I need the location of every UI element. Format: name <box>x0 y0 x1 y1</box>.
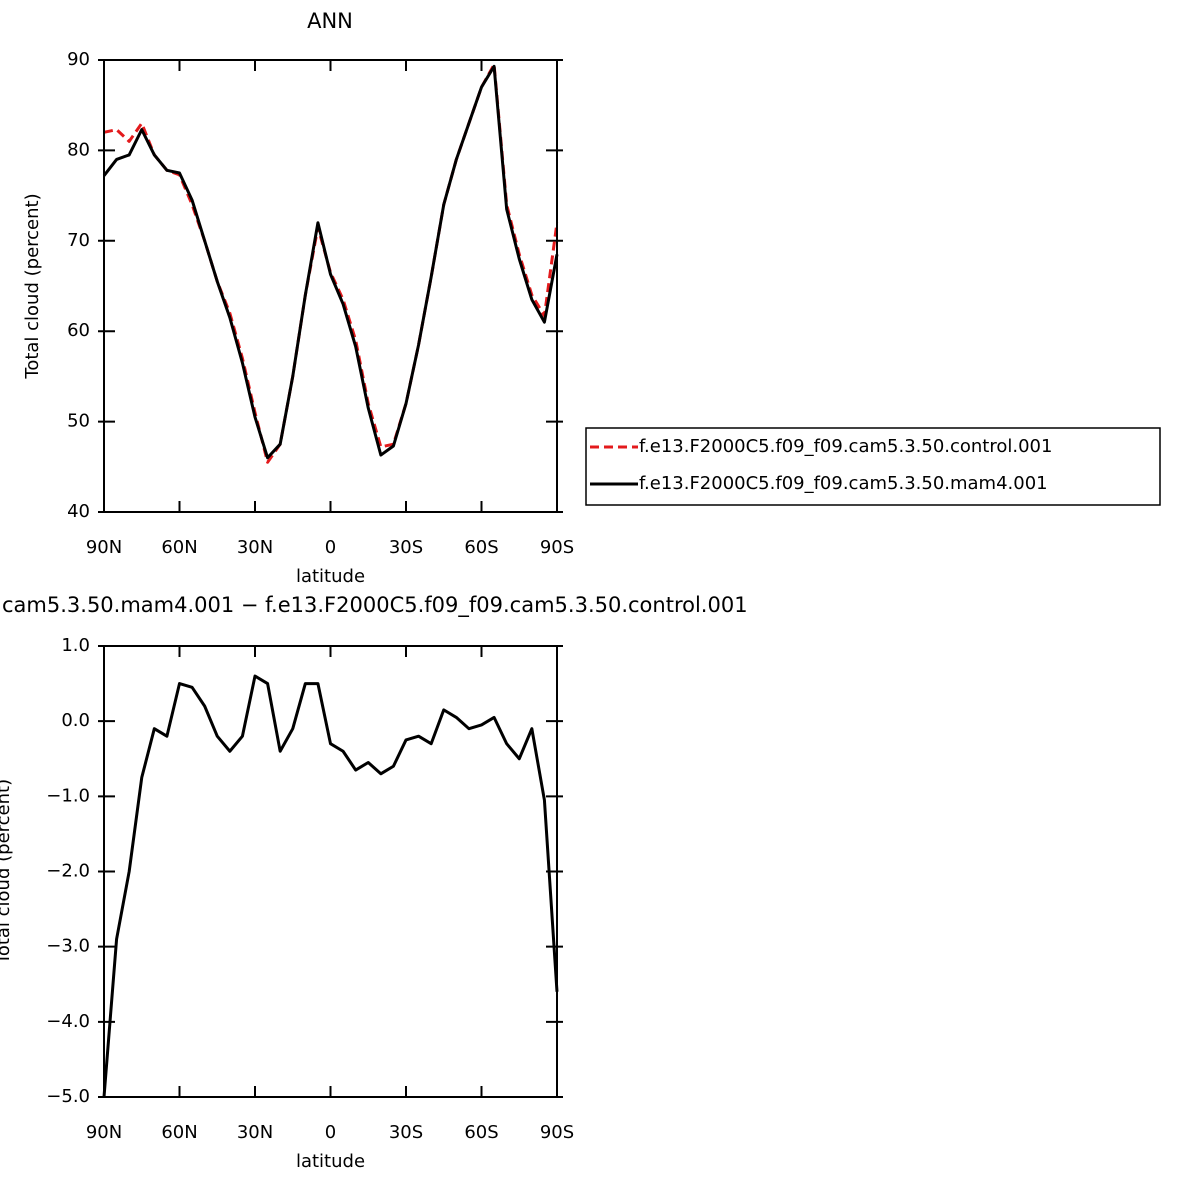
y-tick-label: 90 <box>67 49 90 70</box>
y-tick-label: −3.0 <box>46 936 90 957</box>
plot-frame <box>103 59 558 513</box>
plot-frame <box>103 645 558 1098</box>
y-tick-label: 70 <box>67 230 90 251</box>
y-tick-label: 80 <box>67 139 90 160</box>
y-axis-label: Total cloud (percent) <box>0 779 14 965</box>
x-tick-label: 0 <box>325 537 336 558</box>
y-tick-label: 60 <box>67 320 90 341</box>
y-tick-label: 40 <box>67 501 90 522</box>
chart-title: cam5.3.50.mam4.001 − f.e13.F2000C5.f09_f… <box>2 593 748 618</box>
x-axis-label: latitude <box>296 566 365 587</box>
legend-label: f.e13.F2000C5.f09_f09.cam5.3.50.mam4.001 <box>639 473 1048 494</box>
y-axis-label: Total cloud (percent) <box>22 193 43 379</box>
x-axis-label: latitude <box>296 1151 365 1172</box>
y-tick-label: −4.0 <box>46 1011 90 1032</box>
y-tick-label: −2.0 <box>46 861 90 882</box>
y-tick-label: 1.0 <box>61 635 90 656</box>
y-tick-label: 0.0 <box>61 710 90 731</box>
x-tick-label: 90N <box>86 1122 122 1143</box>
x-tick-label: 60N <box>161 537 197 558</box>
y-tick-label: 50 <box>67 411 90 432</box>
data-line <box>103 63 559 464</box>
x-tick-label: 90S <box>540 1122 574 1143</box>
legend-box <box>585 427 1161 506</box>
x-tick-label: 60N <box>161 1122 197 1143</box>
x-tick-label: 0 <box>325 1122 336 1143</box>
y-tick-label: −5.0 <box>46 1086 90 1107</box>
x-tick-label: 90S <box>540 537 574 558</box>
x-tick-label: 60S <box>464 537 498 558</box>
data-line <box>102 674 559 1098</box>
x-tick-label: 30S <box>389 1122 423 1143</box>
x-tick-label: 60S <box>464 1122 498 1143</box>
x-tick-label: 30S <box>389 537 423 558</box>
y-tick-label: −1.0 <box>46 785 90 806</box>
x-tick-label: 30N <box>237 1122 273 1143</box>
chart-title: ANN <box>307 9 353 33</box>
x-tick-label: 90N <box>86 537 122 558</box>
legend-label: f.e13.F2000C5.f09_f09.cam5.3.50.control.… <box>639 436 1052 457</box>
x-tick-label: 30N <box>237 537 273 558</box>
data-line <box>102 64 559 460</box>
